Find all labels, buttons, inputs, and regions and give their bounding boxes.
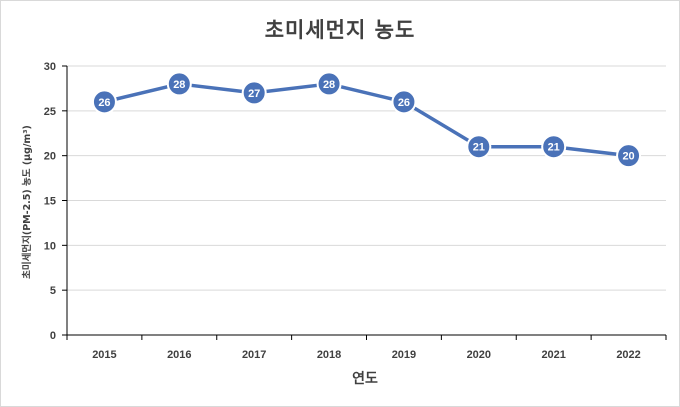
y-tick-label: 20 xyxy=(44,151,56,163)
data-label: 28 xyxy=(323,79,335,91)
data-point xyxy=(316,71,342,97)
data-label: 21 xyxy=(473,142,485,154)
x-tick-label: 2021 xyxy=(541,349,565,361)
x-tick-label: 2017 xyxy=(242,349,266,361)
x-tick-label: 2018 xyxy=(317,349,341,361)
data-label: 27 xyxy=(248,88,260,100)
y-tick-label: 15 xyxy=(44,196,56,208)
x-tick-label: 2019 xyxy=(392,349,416,361)
x-tick-label: 2020 xyxy=(467,349,491,361)
data-point xyxy=(391,89,417,115)
data-point xyxy=(541,134,567,160)
data-label: 21 xyxy=(548,142,560,154)
y-tick-label: 0 xyxy=(50,330,56,342)
data-point xyxy=(91,89,117,115)
y-tick-label: 30 xyxy=(44,61,56,73)
data-label: 26 xyxy=(98,97,110,109)
y-tick-label: 25 xyxy=(44,106,56,118)
data-point xyxy=(616,143,642,169)
data-label: 28 xyxy=(173,79,185,91)
x-tick-label: 2015 xyxy=(92,349,116,361)
x-axis-title: 연도 xyxy=(352,371,378,387)
x-tick-label: 2016 xyxy=(167,349,191,361)
y-tick-label: 5 xyxy=(50,285,56,297)
y-tick-label: 10 xyxy=(44,240,56,252)
chart-title: 초미세먼지 농도 xyxy=(264,18,416,42)
data-point xyxy=(166,71,192,97)
data-point xyxy=(466,134,492,160)
x-tick-label: 2022 xyxy=(616,349,640,361)
data-label: 26 xyxy=(398,97,410,109)
data-point xyxy=(241,80,267,106)
data-label: 20 xyxy=(622,151,634,163)
